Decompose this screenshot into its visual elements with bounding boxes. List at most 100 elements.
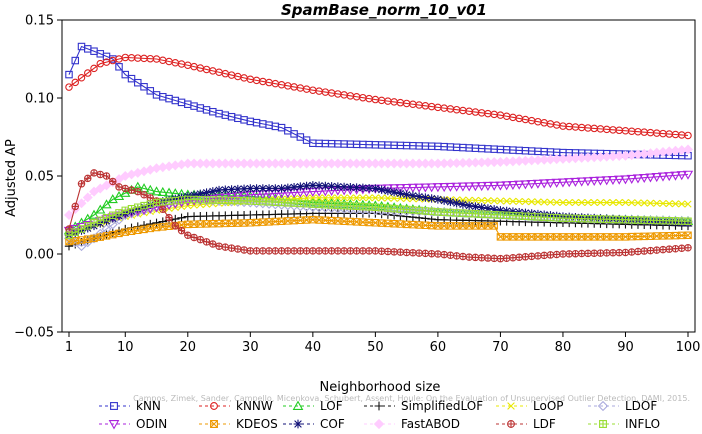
point-loop: [565, 198, 573, 207]
point-ldf: [78, 180, 85, 187]
point-loop: [640, 199, 648, 207]
point-ldf: [353, 247, 360, 255]
point-ldf: [472, 254, 479, 261]
x-tick-label: 60: [430, 340, 447, 355]
point-ldf: [591, 250, 598, 257]
point-ldf: [484, 254, 492, 262]
point-loop: [665, 200, 673, 208]
point-knn: [121, 70, 130, 79]
point-ldf: [390, 248, 398, 256]
point-odin: [445, 182, 456, 192]
point-ldf: [278, 247, 285, 255]
legend-label: kNN: [136, 399, 161, 413]
point-odin: [457, 182, 469, 192]
point-kdeos: [152, 223, 161, 232]
point-fastabod: [101, 180, 112, 191]
point-cof: [414, 192, 424, 201]
point-odin: [589, 176, 600, 186]
point-knn: [127, 74, 136, 83]
point-loop: [528, 198, 536, 206]
point-loop: [671, 200, 680, 208]
point-ldf: [653, 246, 660, 254]
point-ldf: [534, 252, 542, 260]
point-inflo: [84, 222, 92, 230]
point-simplifiedlof: [158, 217, 167, 226]
point-odin: [420, 183, 431, 193]
legend-label: LoOP: [533, 399, 564, 413]
point-ldf: [559, 250, 567, 258]
point-inflo: [65, 231, 73, 240]
point-ldf: [434, 250, 442, 258]
point-loop: [353, 194, 361, 202]
point-cof: [296, 182, 305, 191]
point-ldf: [147, 194, 154, 202]
point-ldf: [103, 172, 110, 180]
point-cof: [239, 184, 249, 193]
point-loop: [578, 198, 586, 207]
y-axis-label: Adjusted AP: [4, 139, 19, 217]
point-ldf: [409, 249, 417, 256]
point-cof: [252, 184, 261, 193]
point-simplifiedlof: [64, 242, 74, 251]
point-ldf: [215, 243, 223, 250]
point-loop: [678, 200, 686, 208]
point-loop: [384, 194, 392, 202]
point-ldf: [190, 233, 198, 242]
point-cof: [433, 195, 443, 204]
watermark: Campos, Zimek, Sander, Campello, Micenko…: [133, 394, 690, 403]
point-cof: [271, 184, 280, 193]
point-odin: [632, 174, 644, 184]
point-ldf: [340, 247, 348, 255]
point-odin: [520, 180, 531, 190]
point-ldf: [328, 247, 335, 255]
legend-marker: [599, 420, 607, 428]
x-tick-label: 20: [180, 340, 197, 355]
point-loop: [659, 199, 667, 208]
point-odin: [432, 183, 444, 193]
point-ldf: [90, 169, 98, 177]
point-loop: [328, 194, 336, 202]
point-odin: [489, 181, 500, 191]
point-kdeos: [84, 235, 92, 243]
legend-marker: [210, 420, 218, 428]
point-odin: [507, 180, 519, 191]
point-knnw: [71, 78, 80, 87]
point-cof: [452, 198, 461, 208]
x-tick-label: 40: [305, 340, 322, 355]
point-inflo: [140, 201, 148, 210]
point-ldf: [490, 255, 498, 262]
point-cof: [477, 203, 486, 212]
point-loop: [559, 198, 567, 207]
point-knnw: [65, 83, 73, 91]
point-ldf: [659, 246, 667, 253]
point-cof: [446, 197, 455, 207]
point-ldf: [578, 250, 585, 257]
point-loop: [621, 198, 630, 207]
point-ldf: [290, 247, 298, 255]
y-tick-label: 0.10: [25, 92, 54, 107]
point-ldf: [478, 254, 485, 261]
legend-label: LDOF: [625, 399, 657, 413]
point-loop: [378, 194, 386, 202]
point-ldf: [159, 205, 167, 214]
point-cof: [458, 200, 468, 209]
point-knnw: [84, 69, 92, 77]
point-ldf: [672, 245, 679, 252]
point-loop: [634, 199, 642, 207]
point-ldof: [76, 241, 87, 252]
point-odin: [401, 183, 412, 194]
point-ldf: [265, 247, 273, 255]
point-ldf: [284, 247, 292, 255]
chart-title: SpamBase_norm_10_v01: [281, 1, 487, 19]
x-tick-label: 30: [242, 340, 259, 355]
x-tick-label: 50: [367, 340, 384, 355]
point-cof: [402, 190, 411, 199]
point-loop: [515, 197, 523, 206]
point-cof: [289, 183, 299, 192]
point-ldf: [684, 244, 692, 251]
x-tick-label: 10: [117, 340, 134, 355]
point-cof: [358, 183, 368, 193]
point-ldf: [184, 231, 192, 240]
point-odin: [532, 179, 544, 189]
series-kdeos: [65, 215, 692, 246]
